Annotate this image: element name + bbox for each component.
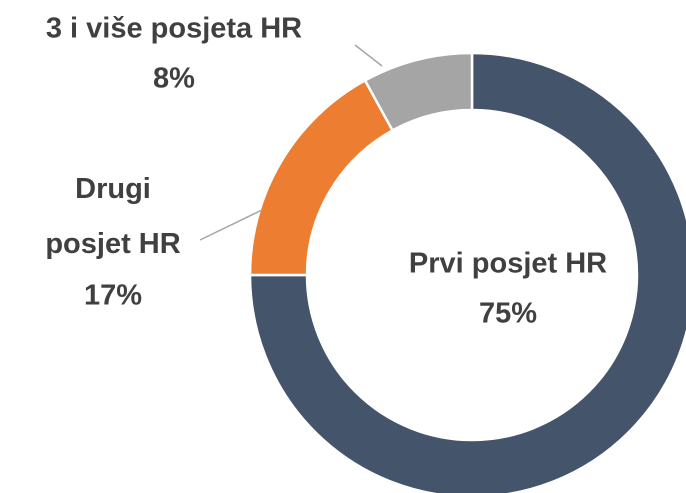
slice-label: Prvi posjet HR	[409, 248, 607, 280]
slice-label: 3 i više posjeta HR	[46, 13, 302, 45]
slice-value-label: 75%	[479, 298, 537, 330]
donut-slice	[248, 51, 686, 493]
slice-value-label: 17%	[84, 280, 142, 312]
leader-line	[199, 209, 263, 241]
slice-label: Drugi posjet HR	[45, 173, 180, 260]
slice-value-label: 8%	[153, 63, 195, 95]
donut-slice	[363, 51, 474, 133]
donut-slice	[248, 78, 395, 277]
leader-line	[354, 44, 383, 67]
